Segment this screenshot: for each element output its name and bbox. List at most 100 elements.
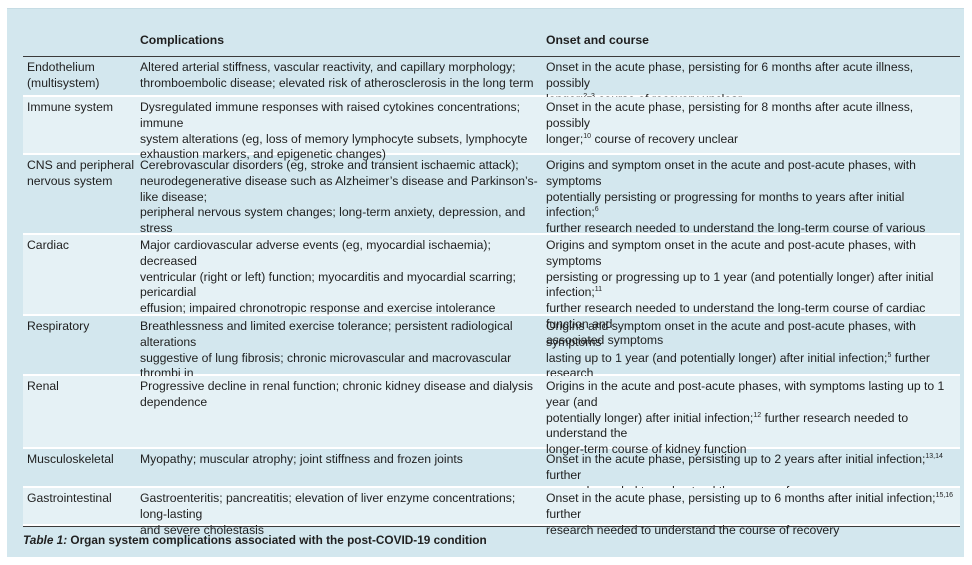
organ-system-line: Cardiac <box>27 238 69 252</box>
onset-text-continued: further research needed to understand th… <box>546 410 909 441</box>
complications-line: neurodegenerative disease such as Alzhei… <box>140 173 538 204</box>
onset-text: Origins in the acute and post-acute phas… <box>546 379 945 409</box>
organ-system-line: Renal <box>27 379 59 393</box>
table-caption: Table 1: Organ system complications asso… <box>23 533 487 547</box>
onset-text-continued: course of recovery unclear <box>591 131 739 146</box>
table-row: Musculoskeletal Myopathy; muscular atroph… <box>23 449 960 498</box>
organ-system-line: CNS and peripheral <box>27 158 135 172</box>
complications-cell: Dysregulated immune responses with raise… <box>140 100 542 163</box>
onset-text: persisting or progressing up to 1 year (… <box>546 269 934 300</box>
table-row: Cardiac Major cardiovascular adverse even… <box>23 235 960 347</box>
onset-course-cell: Onset in the acute phase, persisting for… <box>546 100 958 147</box>
complications-line: Major cardiovascular adverse events (eg,… <box>140 238 491 268</box>
complications-line: system alterations (eg, loss of memory l… <box>140 131 528 146</box>
complications-line: Progressive decline in renal function; c… <box>140 379 533 393</box>
onset-text-continued: further <box>546 506 582 521</box>
reference-superscript: 13,14 <box>925 452 943 460</box>
onset-text: longer-term course of kidney function <box>546 442 747 457</box>
caption-label: Table 1: <box>23 533 68 547</box>
organ-system-cell: Gastrointestinal <box>27 491 135 507</box>
complications-line: effusion; impaired chronotropic response… <box>140 301 496 316</box>
organ-system-cell: Endothelium (multisystem) <box>27 60 135 92</box>
reference-superscript: 5 <box>887 351 892 359</box>
organ-system-line: Respiratory <box>27 319 90 333</box>
complications-line: Altered arterial stiffness, vascular rea… <box>140 60 516 74</box>
complications-line: dependence <box>140 394 208 409</box>
onset-text: Onset in the acute phase, persisting up … <box>546 491 936 505</box>
onset-text: Onset in the acute phase, persisting for… <box>546 60 914 90</box>
complications-line: peripheral nervous system changes; long-… <box>140 205 526 236</box>
onset-text: Onset in the acute phase, persisting for… <box>546 100 914 130</box>
table-panel: Complications Onset and course Endotheli… <box>7 8 964 557</box>
organ-system-line: nervous system <box>27 173 113 188</box>
onset-text-continued: further <box>546 467 582 482</box>
onset-text: potentially longer) after initial infect… <box>546 410 754 425</box>
organ-system-cell: Renal <box>27 379 135 395</box>
complications-line: exhaustion markers, and epigenetic chang… <box>140 147 386 162</box>
onset-line: research needed to understand the course… <box>546 523 958 539</box>
reference-superscript: 6 <box>594 206 599 214</box>
onset-line: potentially persisting or progressing fo… <box>546 190 958 222</box>
table-bottom-rule <box>23 526 960 527</box>
complications-line: Cerebrovascular disorders (eg, stroke an… <box>140 158 519 172</box>
onset-text: Origins and symptom onset in the acute a… <box>546 319 916 349</box>
reference-superscript: 10 <box>583 132 592 140</box>
complications-line: thromboembolic disease; elevated risk of… <box>140 75 534 90</box>
onset-line: Origins in the acute and post-acute phas… <box>546 379 958 411</box>
organ-system-line: (multisystem) <box>27 75 100 90</box>
onset-line: Onset in the acute phase, persisting for… <box>546 60 958 92</box>
organ-system-line: Endothelium <box>27 60 95 74</box>
complications-line: Dysregulated immune responses with raise… <box>140 100 521 130</box>
complications-line: Breathlessness and limited exercise tole… <box>140 319 513 349</box>
table-row: Renal Progressive decline in renal functi… <box>23 376 960 456</box>
onset-text: potentially persisting or progressing fo… <box>546 189 905 220</box>
organ-system-cell: Immune system <box>27 100 135 116</box>
complications-cell: Altered arterial stiffness, vascular rea… <box>140 60 542 92</box>
organ-system-cell: Cardiac <box>27 238 135 254</box>
table-header: Complications Onset and course <box>23 9 960 64</box>
organ-system-line: Gastrointestinal <box>27 491 112 505</box>
onset-text: research needed to understand the course… <box>546 522 840 537</box>
onset-line: Origins and symptom onset in the acute a… <box>546 238 958 270</box>
reference-superscript: 11 <box>594 286 603 294</box>
onset-text: further research needed to understand th… <box>546 301 926 331</box>
onset-line: Origins and symptom onset in the acute a… <box>546 319 958 351</box>
onset-line: Onset in the acute phase, persisting up … <box>546 491 958 523</box>
caption-text: Organ system complications associated wi… <box>67 533 487 547</box>
complications-line: Gastroenteritis; pancreatitis; elevation… <box>140 491 516 521</box>
onset-course-cell: Origins and symptom onset in the acute a… <box>546 238 958 349</box>
onset-line: Origins and symptom onset in the acute a… <box>546 158 958 190</box>
reference-superscript: 12 <box>753 411 762 419</box>
complications-cell: Major cardiovascular adverse events (eg,… <box>140 238 542 317</box>
onset-text: Onset in the acute phase, persisting up … <box>546 452 926 466</box>
table-row: Immune system Dysregulated immune respons… <box>23 97 960 161</box>
table-row: CNS and peripheral nervous system Cerebrov… <box>23 155 960 251</box>
onset-course-cell: Onset in the acute phase, persisting up … <box>546 491 958 538</box>
complications-cell: Myopathy; muscular atrophy; joint stiffn… <box>140 452 542 468</box>
table-row: Gastrointestinal Gastroenteritis; pancrea… <box>23 488 960 537</box>
organ-system-cell: Musculoskeletal <box>27 452 135 468</box>
header-onset: Onset and course <box>546 33 649 47</box>
header-rule <box>23 56 960 57</box>
header-complications: Complications <box>140 33 224 47</box>
onset-text: Origins and symptom onset in the acute a… <box>546 238 916 268</box>
complications-cell: Progressive decline in renal function; c… <box>140 379 542 411</box>
onset-text: Origins and symptom onset in the acute a… <box>546 158 916 188</box>
onset-line: associated symptoms <box>546 333 958 349</box>
complications-cell: Gastroenteritis; pancreatitis; elevation… <box>140 491 542 538</box>
onset-line: Onset in the acute phase, persisting for… <box>546 100 958 132</box>
complications-line: Myopathy; muscular atrophy; joint stiffn… <box>140 452 463 466</box>
onset-line: further research needed to understand th… <box>546 301 958 333</box>
onset-course-cell: Origins in the acute and post-acute phas… <box>546 379 958 458</box>
organ-system-line: Immune system <box>27 100 114 114</box>
reference-superscript: 2–3 <box>583 93 595 100</box>
organ-system-line: Musculoskeletal <box>27 452 114 466</box>
onset-line: persisting or progressing up to 1 year (… <box>546 270 958 302</box>
onset-line: longer;10 course of recovery unclear <box>546 132 958 148</box>
organ-system-cell: Respiratory <box>27 319 135 335</box>
onset-text: lasting up to 1 year (and potentially lo… <box>546 350 888 365</box>
organ-system-cell: CNS and peripheral nervous system <box>27 158 135 190</box>
table-row: Endothelium (multisystem) Altered arterial… <box>23 57 960 106</box>
onset-line: Onset in the acute phase, persisting up … <box>546 452 958 484</box>
complications-line: ventricular (right or left) function; my… <box>140 269 516 300</box>
